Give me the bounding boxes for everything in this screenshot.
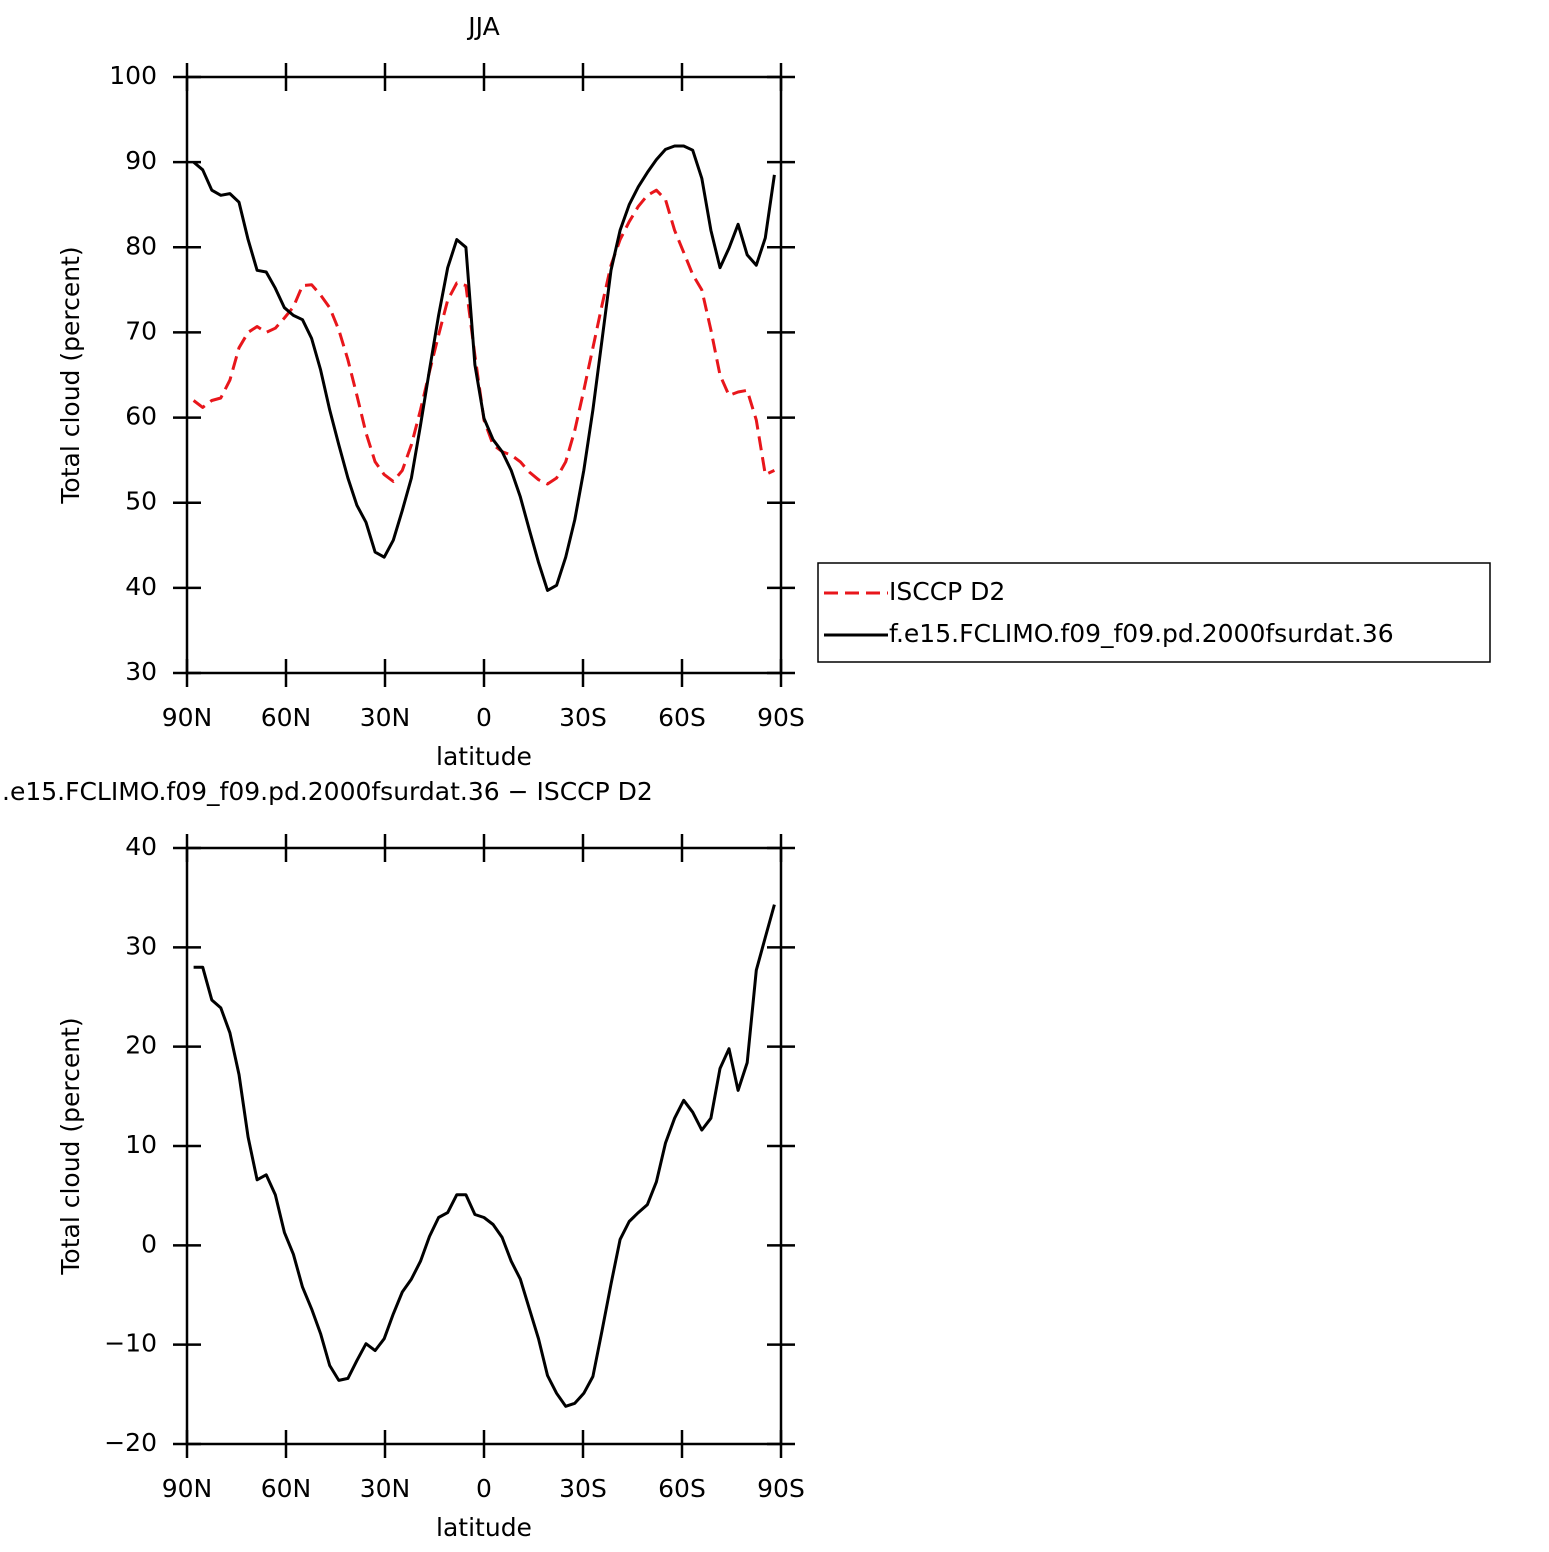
y-tick-label: −10 [104, 1329, 157, 1358]
x-tick-label: 30S [559, 1474, 607, 1503]
y-tick-label: 20 [125, 1031, 157, 1060]
y-tick-label: 50 [125, 487, 157, 516]
y-axis-label: Total cloud (percent) [56, 1017, 85, 1275]
x-tick-label: 60N [261, 1474, 312, 1503]
data-line [193, 904, 776, 1408]
y-tick-label: 60 [125, 402, 157, 431]
plot-frame [185, 75, 783, 675]
x-tick-label: 0 [476, 703, 492, 732]
legend-label: f.e15.FCLIMO.f09_f09.pd.2000fsurdat.36 [889, 619, 1394, 648]
data-line [192, 188, 776, 486]
x-tick-label: 30N [360, 703, 411, 732]
y-tick-label: 30 [125, 931, 157, 960]
x-axis-label: latitude [436, 1513, 532, 1542]
x-tick-label: 90S [757, 1474, 805, 1503]
y-tick-label: 40 [125, 832, 157, 861]
x-tick-label: 60S [658, 703, 706, 732]
y-tick-label: 70 [125, 316, 157, 345]
y-tick-label: 10 [125, 1130, 157, 1159]
x-tick-label: 60S [658, 1474, 706, 1503]
y-tick-label: −20 [104, 1428, 157, 1457]
legend-label: ISCCP D2 [889, 577, 1005, 606]
plot-frame [185, 846, 783, 1446]
data-line [192, 144, 776, 592]
x-tick-label: 90N [162, 1474, 213, 1503]
x-tick-label: 0 [476, 1474, 492, 1503]
x-tick-label: 90N [162, 703, 213, 732]
y-tick-label: 40 [125, 572, 157, 601]
x-tick-label: 30S [559, 703, 607, 732]
legend-box [817, 562, 1491, 663]
x-tick-label: 60N [261, 703, 312, 732]
y-tick-label: 30 [125, 657, 157, 686]
x-tick-label: 90S [757, 703, 805, 732]
chart-title: JJA [466, 12, 499, 41]
y-axis-label: Total cloud (percent) [56, 246, 85, 504]
y-tick-label: 80 [125, 231, 157, 260]
x-tick-label: 30N [360, 1474, 411, 1503]
y-tick-label: 90 [125, 146, 157, 175]
y-tick-label: 0 [141, 1229, 157, 1258]
chart-title: .e15.FCLIMO.f09_f09.pd.2000fsurdat.36 − … [2, 777, 653, 806]
x-axis-label: latitude [436, 742, 532, 771]
y-tick-label: 100 [109, 61, 157, 90]
